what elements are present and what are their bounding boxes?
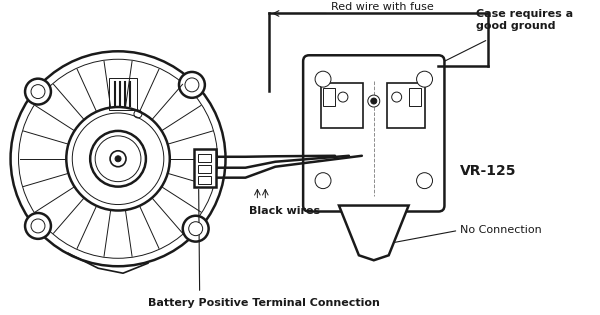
Circle shape [179, 72, 205, 98]
Bar [197, 154, 211, 162]
Text: No Connection: No Connection [460, 226, 542, 235]
Circle shape [31, 219, 45, 233]
Circle shape [90, 131, 146, 186]
Polygon shape [339, 205, 409, 260]
FancyBboxPatch shape [303, 55, 445, 211]
Bar [321, 83, 363, 128]
Text: Battery Positive Terminal Connection: Battery Positive Terminal Connection [148, 298, 380, 308]
Circle shape [25, 213, 51, 239]
Circle shape [115, 156, 121, 162]
Text: Case requires a
good ground: Case requires a good ground [476, 9, 574, 31]
Circle shape [185, 78, 199, 92]
Bar [323, 88, 335, 106]
Circle shape [25, 79, 51, 105]
Bar [387, 83, 425, 128]
Circle shape [368, 95, 380, 107]
Text: Black wires: Black wires [250, 205, 320, 215]
Circle shape [11, 51, 226, 266]
Bar [197, 165, 211, 173]
Circle shape [416, 173, 433, 189]
Bar [409, 88, 421, 106]
Circle shape [110, 151, 126, 167]
Circle shape [315, 173, 331, 189]
Circle shape [183, 216, 209, 242]
Text: Red wire with fuse: Red wire with fuse [331, 3, 434, 13]
Circle shape [371, 98, 377, 104]
Circle shape [189, 222, 203, 236]
Circle shape [416, 71, 433, 87]
Bar [109, 78, 137, 110]
Circle shape [315, 71, 331, 87]
Bar [197, 176, 211, 184]
Bar [194, 149, 215, 186]
Text: VR-125: VR-125 [460, 164, 517, 178]
Circle shape [31, 85, 45, 99]
